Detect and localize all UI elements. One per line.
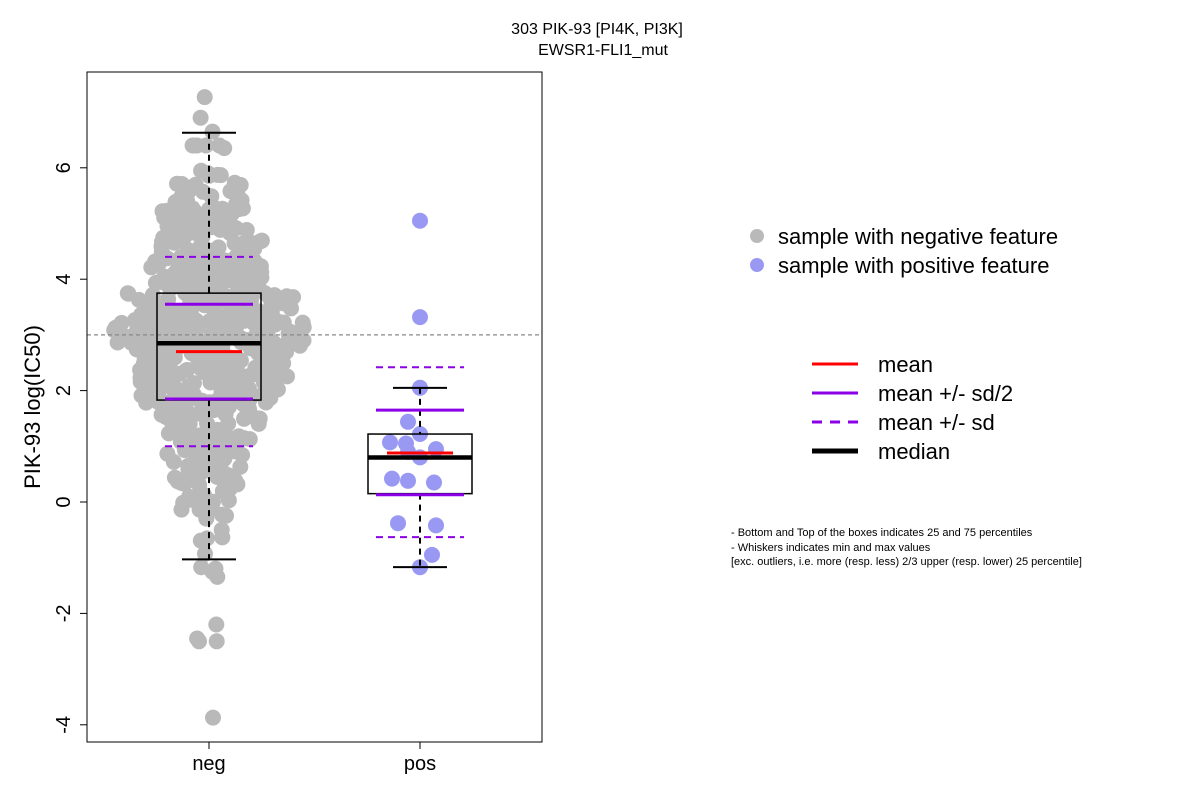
neg-point <box>119 285 136 302</box>
neg-point <box>208 616 225 633</box>
pos-point <box>390 515 406 532</box>
neg-point <box>187 176 204 193</box>
legend-line-label: mean <box>878 352 933 377</box>
neg-point <box>191 476 208 493</box>
legend-label: sample with negative feature <box>778 224 1058 249</box>
pos-point <box>412 212 428 229</box>
pos-point <box>412 309 428 326</box>
y-axis-title: PIK-93 log(IC50) <box>20 325 45 489</box>
note-line-3: [exc. outliers, i.e. more (resp. less) 2… <box>731 556 1082 568</box>
pos-point <box>426 474 442 491</box>
neg-point <box>210 239 227 256</box>
y-tick-label: 2 <box>53 385 75 396</box>
legend-label: sample with positive feature <box>778 253 1049 278</box>
y-axis: -4 -2 0 2 4 6 <box>53 162 87 734</box>
neg-point <box>184 137 201 154</box>
neg-point <box>253 232 270 249</box>
neg-point <box>179 241 196 258</box>
neg-point <box>159 445 176 462</box>
neg-point <box>205 709 221 726</box>
legend-marker <box>750 258 764 272</box>
y-tick-label: 0 <box>53 496 75 507</box>
neg-point <box>208 633 225 650</box>
data-points <box>106 89 444 726</box>
pos-point <box>384 470 400 487</box>
neg-point <box>193 162 210 179</box>
neg-point <box>213 521 230 538</box>
pos-point <box>428 441 444 458</box>
pos-point <box>400 472 416 489</box>
plot-frame <box>86 71 543 743</box>
y-tick-label: 6 <box>53 162 75 173</box>
legend-line-label: mean +/- sd <box>878 410 995 435</box>
note-line-2: - Whiskers indicates min and max values <box>731 542 931 554</box>
legend-points: sample with negative feature sample with … <box>750 224 1058 278</box>
neg-point <box>226 174 243 191</box>
y-tick-label: 4 <box>53 274 75 285</box>
neg-point <box>189 630 206 647</box>
y-tick-label: -2 <box>53 605 75 623</box>
neg-point <box>278 288 295 305</box>
neg-point <box>149 393 166 410</box>
neg-point <box>185 375 202 392</box>
neg-point <box>247 359 264 376</box>
x-tick-label: pos <box>404 753 436 775</box>
note-line-1: - Bottom and Top of the boxes indicates … <box>731 527 1033 539</box>
neg-point <box>230 428 247 445</box>
neg-point <box>207 560 224 577</box>
legend-line-label: mean +/- sd/2 <box>878 381 1013 406</box>
neg-point <box>211 137 228 154</box>
pos-point <box>382 434 398 451</box>
y-tick-label: -4 <box>53 716 75 734</box>
x-axis: neg pos <box>192 742 436 775</box>
pos-point <box>400 413 416 430</box>
box-layer <box>156 131 473 569</box>
pos-point <box>424 546 440 563</box>
x-tick-label: neg <box>192 753 225 775</box>
chart-subtitle: EWSR1-FLI1_mut <box>538 42 668 59</box>
legend-line-label: median <box>878 439 950 464</box>
neg-point <box>113 314 130 331</box>
neg-point <box>179 362 196 378</box>
neg-point <box>192 109 209 126</box>
legend-lines: mean mean +/- sd/2 mean +/- sd median <box>812 352 1013 464</box>
neg-point <box>232 458 249 475</box>
neg-point <box>294 314 311 331</box>
neg-point <box>193 559 210 576</box>
pos-point <box>428 517 444 534</box>
neg-point <box>204 123 221 140</box>
neg-point <box>166 469 183 486</box>
neg-point <box>199 530 215 547</box>
neg-point <box>169 175 185 192</box>
chart-title: 303 PIK-93 [PI4K, PI3K] <box>511 21 683 38</box>
legend-marker <box>750 229 764 243</box>
neg-point <box>196 89 213 106</box>
